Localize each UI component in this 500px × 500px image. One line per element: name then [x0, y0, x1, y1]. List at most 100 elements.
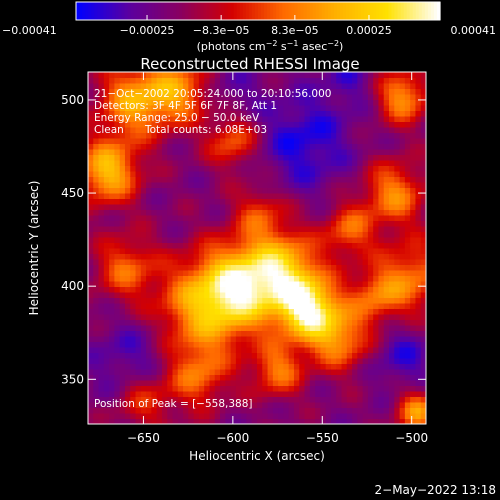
heatmap-cell: [124, 402, 131, 408]
heatmap-cell: [241, 171, 247, 177]
heatmap-cell: [299, 297, 306, 304]
heatmap-cell: [278, 369, 284, 375]
heatmap-cell: [288, 193, 295, 199]
heatmap-cell: [315, 314, 321, 320]
colorbar-segment: [400, 2, 405, 20]
heatmap-cell: [146, 149, 152, 155]
heatmap-cell: [389, 314, 395, 320]
heatmap-cell: [336, 215, 342, 221]
heatmap-cell: [320, 314, 327, 320]
heatmap-cell: [267, 215, 274, 221]
heatmap-cell: [109, 83, 115, 89]
heatmap-cell: [325, 132, 332, 139]
heatmap-cell: [98, 319, 105, 326]
heatmap-cell: [124, 187, 131, 194]
heatmap-cell: [320, 396, 327, 403]
heatmap-cell: [103, 105, 110, 111]
heatmap-cell: [103, 391, 110, 397]
heatmap-cell: [209, 83, 216, 89]
heatmap-cell: [378, 308, 385, 315]
colorbar-segment: [221, 2, 226, 20]
heatmap-cell: [415, 116, 422, 122]
heatmap-cell: [373, 336, 379, 342]
heatmap-cell: [336, 325, 342, 331]
heatmap-cell: [346, 264, 353, 271]
heatmap-cell: [209, 215, 216, 221]
heatmap-cell: [262, 369, 269, 375]
heatmap-cell: [389, 143, 395, 150]
heatmap-cell: [399, 347, 406, 353]
heatmap-cell: [109, 154, 115, 161]
heatmap-cell: [193, 380, 200, 386]
heatmap-cell: [124, 352, 131, 359]
heatmap-cell: [304, 138, 311, 144]
heatmap-cell: [225, 352, 232, 359]
heatmap-cell: [304, 165, 311, 172]
heatmap-cell: [230, 154, 237, 161]
heatmap-cell: [389, 391, 395, 397]
heatmap-cell: [420, 231, 426, 238]
heatmap-cell: [394, 176, 401, 183]
heatmap-cell: [325, 347, 332, 353]
heatmap-cell: [346, 391, 353, 397]
heatmap-cell: [325, 253, 332, 260]
heatmap-cell: [288, 248, 295, 254]
heatmap-cell: [124, 171, 131, 177]
heatmap-cell: [283, 413, 290, 419]
heatmap-cell: [130, 198, 137, 205]
heatmap-cell: [103, 407, 110, 414]
heatmap-cell: [167, 116, 173, 122]
heatmap-cell: [299, 72, 306, 78]
heatmap-cell: [114, 110, 121, 117]
heatmap-cell: [357, 369, 364, 375]
heatmap-cell: [119, 396, 126, 403]
heatmap-cell: [320, 297, 327, 304]
heatmap-cell: [288, 105, 295, 111]
heatmap-cell: [257, 121, 263, 128]
heatmap-cell: [177, 297, 184, 304]
heatmap-cell: [135, 220, 142, 227]
heatmap-cell: [341, 341, 348, 348]
heatmap-cell: [304, 407, 311, 414]
heatmap-cell: [315, 176, 321, 183]
heatmap-cell: [230, 94, 237, 100]
heatmap-cell: [88, 297, 94, 304]
heatmap-cell: [378, 231, 385, 238]
heatmap-cell: [214, 237, 221, 243]
colorbar-segment: [276, 2, 280, 20]
heatmap-cell: [315, 275, 321, 282]
heatmap-cell: [103, 138, 110, 144]
heatmap-cell: [198, 143, 205, 150]
heatmap-cell: [315, 215, 321, 221]
heatmap-cell: [404, 407, 411, 414]
heatmap-cell: [156, 248, 163, 254]
heatmap-cell: [304, 303, 311, 309]
heatmap-cell: [241, 88, 247, 95]
heatmap-cell: [161, 248, 168, 254]
colorbar-segment: [352, 2, 356, 20]
heatmap-cell: [204, 413, 210, 419]
heatmap-cell: [225, 347, 232, 353]
heatmap-cell: [404, 275, 411, 282]
heatmap-cell: [161, 209, 168, 216]
heatmap-cell: [183, 352, 189, 359]
heatmap-cell: [177, 281, 184, 287]
heatmap-cell: [309, 303, 316, 309]
heatmap-cell: [109, 226, 115, 232]
heatmap-cell: [309, 77, 316, 84]
heatmap-cell: [299, 149, 306, 155]
heatmap-cell: [130, 110, 137, 117]
heatmap-cell: [220, 336, 226, 342]
colorbar-segment: [303, 2, 308, 20]
heatmap-cell: [415, 72, 422, 78]
heatmap-cell: [98, 407, 105, 414]
heatmap-cell: [415, 121, 422, 128]
heatmap-cell: [183, 204, 189, 210]
heatmap-cell: [230, 149, 237, 155]
heatmap-cell: [309, 105, 316, 111]
heatmap-cell: [299, 88, 306, 95]
detectors-label: Detectors: 3F 4F 5F 6F 7F 8F, Att 1: [94, 100, 277, 112]
heatmap-cell: [336, 413, 342, 419]
heatmap-cell: [151, 127, 158, 133]
heatmap-cell: [204, 374, 210, 381]
